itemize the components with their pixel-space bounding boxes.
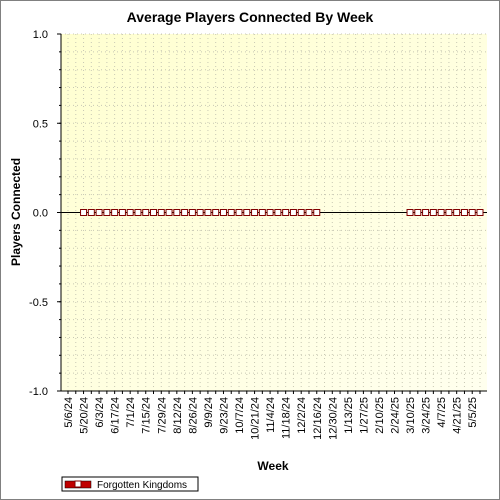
data-point <box>181 209 189 216</box>
x-tick-label: 3/10/25 <box>405 397 417 434</box>
x-tick-label: 4/7/25 <box>436 397 448 428</box>
data-point <box>297 209 305 216</box>
data-point <box>422 209 430 216</box>
data-point <box>289 209 297 216</box>
data-point <box>150 209 158 216</box>
data-point <box>453 209 461 216</box>
x-tick-label: 6/3/24 <box>94 397 106 428</box>
legend: Forgotten Kingdoms <box>61 476 199 492</box>
data-point <box>476 209 484 216</box>
y-tick-label: 0.0 <box>33 208 48 220</box>
x-tick-label: 7/15/24 <box>141 397 153 434</box>
data-point <box>87 209 95 216</box>
y-axis-ticks: 1.0 0.5 0.0 -0.5 -1.0 <box>29 29 61 398</box>
y-axis-title: Players Connected <box>9 158 23 266</box>
data-point <box>111 209 119 216</box>
data-point <box>445 209 453 216</box>
x-tick-label: 6/17/24 <box>110 397 122 434</box>
grid-lines <box>61 33 487 392</box>
x-tick-label: 8/26/24 <box>187 397 199 434</box>
data-point <box>429 209 437 216</box>
data-point <box>103 209 111 216</box>
x-tick-label: 2/24/25 <box>389 397 401 434</box>
x-axis-title: Week <box>257 459 288 473</box>
data-point <box>118 209 126 216</box>
data-point <box>468 209 476 216</box>
data-point <box>258 209 266 216</box>
data-point <box>460 209 468 216</box>
data-point <box>157 209 165 216</box>
x-tick-label: 9/23/24 <box>218 397 230 434</box>
x-tick-label: 10/21/24 <box>250 397 262 440</box>
x-tick-label: 9/9/24 <box>203 397 215 428</box>
x-tick-label: 5/20/24 <box>79 397 91 434</box>
x-tick-label: 11/4/24 <box>265 397 277 433</box>
data-point <box>251 209 259 216</box>
data-point <box>274 209 282 216</box>
data-point <box>142 209 150 216</box>
data-point <box>305 209 313 216</box>
series-forgotten-kingdoms <box>80 209 484 216</box>
data-point <box>235 209 243 216</box>
x-tick-label: 5/5/25 <box>467 397 479 428</box>
x-tick-label: 4/21/25 <box>452 397 464 434</box>
x-tick-label: 1/13/25 <box>343 397 355 434</box>
x-tick-label: 2/10/25 <box>374 397 386 434</box>
data-point <box>196 209 204 216</box>
x-tick-label: 12/16/24 <box>312 397 324 440</box>
x-axis-ticks: 5/6/24 5/20/24 6/3/24 6/17/24 7/1/24 7/15/24 7… <box>63 391 481 440</box>
data-point <box>95 209 103 216</box>
x-tick-label: 11/18/24 <box>281 397 293 439</box>
data-point <box>134 209 142 216</box>
x-tick-label: 3/24/25 <box>421 397 433 434</box>
y-tick-label: 0.5 <box>33 118 48 130</box>
data-point <box>227 209 235 216</box>
legend-label: Forgotten Kingdoms <box>97 480 187 491</box>
data-point <box>219 209 227 216</box>
data-point <box>173 209 181 216</box>
x-tick-label: 7/1/24 <box>125 397 137 428</box>
data-point <box>212 209 220 216</box>
data-point <box>126 209 134 216</box>
data-point <box>437 209 445 216</box>
legend-box <box>61 476 199 492</box>
data-point <box>282 209 290 216</box>
x-tick-label: 12/30/24 <box>327 397 339 440</box>
x-tick-label: 12/2/24 <box>296 397 308 434</box>
x-tick-label: 7/29/24 <box>156 397 168 434</box>
data-point <box>165 209 173 216</box>
legend-marker-icon <box>74 480 82 488</box>
data-point <box>266 209 274 216</box>
data-point <box>80 209 88 216</box>
y-tick-label: -0.5 <box>29 297 48 309</box>
y-tick-label: -1.0 <box>29 386 48 398</box>
data-point <box>243 209 251 216</box>
data-point <box>406 209 414 216</box>
data-point <box>204 209 212 216</box>
y-tick-label: 1.0 <box>33 29 48 41</box>
x-tick-label: 1/27/25 <box>358 397 370 434</box>
x-tick-label: 5/6/24 <box>63 397 75 428</box>
x-tick-label: 10/7/24 <box>234 397 246 434</box>
data-point <box>188 209 196 216</box>
data-point <box>414 209 422 216</box>
data-point <box>313 209 321 216</box>
x-tick-label: 8/12/24 <box>172 397 184 434</box>
chart-title: Average Players Connected By Week <box>127 9 374 25</box>
